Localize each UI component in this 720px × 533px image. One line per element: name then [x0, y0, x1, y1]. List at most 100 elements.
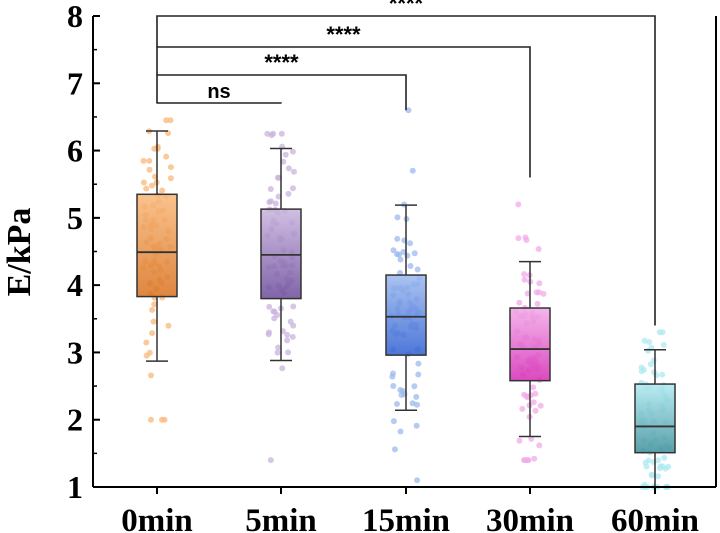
- data-point: [648, 471, 655, 478]
- data-point: [530, 399, 537, 406]
- significance-bracket: ****: [156, 0, 656, 326]
- data-point: [275, 193, 282, 200]
- data-point: [515, 235, 522, 242]
- data-point: [643, 463, 650, 470]
- data-point: [655, 473, 662, 480]
- data-point: [413, 422, 420, 429]
- data-point: [148, 182, 155, 189]
- data-point: [140, 179, 147, 186]
- data-point: [638, 364, 645, 371]
- data-point: [167, 117, 174, 124]
- box-30min: [509, 260, 551, 438]
- data-point: [271, 315, 278, 322]
- significance-bracket: ****: [156, 50, 407, 111]
- data-point: [289, 148, 296, 155]
- y-tick-label: 7: [67, 65, 83, 101]
- data-point: [532, 390, 539, 397]
- data-point: [516, 299, 523, 306]
- data-point: [536, 280, 543, 287]
- data-point: [524, 290, 531, 297]
- data-point: [267, 457, 274, 464]
- data-point: [279, 365, 286, 372]
- y-tick-label: 8: [67, 0, 83, 34]
- data-point: [285, 165, 292, 172]
- data-point: [146, 157, 153, 164]
- data-point: [278, 130, 285, 137]
- data-point: [148, 372, 155, 379]
- box-60min: [634, 348, 676, 488]
- x-tick-label: 30min: [486, 503, 574, 533]
- data-point: [161, 416, 168, 423]
- x-tick-label: 0min: [121, 503, 193, 533]
- data-point: [535, 245, 542, 252]
- y-tick-label: 4: [67, 267, 83, 303]
- data-point: [411, 383, 418, 390]
- data-point: [645, 457, 652, 464]
- box-iqr: [509, 307, 551, 382]
- data-point: [154, 143, 161, 150]
- significance-label: ****: [389, 0, 424, 16]
- data-point: [519, 405, 526, 412]
- y-tick-label: 5: [67, 200, 83, 236]
- data-point: [274, 349, 281, 356]
- bracket-line: [156, 15, 656, 326]
- data-point: [290, 303, 297, 310]
- data-point: [659, 371, 666, 378]
- axes-layer: 1 2 3 4 5 6 7 8 0min 5min 15min 30min 60min: [67, 0, 717, 533]
- data-point: [414, 401, 421, 408]
- data-point: [390, 418, 397, 425]
- data-point: [528, 435, 535, 442]
- data-point: [285, 190, 292, 197]
- data-point: [146, 166, 153, 173]
- data-point: [537, 402, 544, 409]
- box-iqr: [260, 208, 302, 300]
- data-point: [270, 308, 277, 315]
- data-point: [415, 371, 422, 378]
- data-point: [532, 407, 539, 414]
- data-point: [147, 416, 154, 423]
- bracket-line: [156, 46, 531, 178]
- data-point: [397, 428, 404, 435]
- data-point: [530, 384, 537, 391]
- data-point: [665, 463, 672, 470]
- y-tick-label: 1: [67, 469, 83, 505]
- y-tick-label: 2: [67, 402, 83, 438]
- data-point: [523, 393, 530, 400]
- data-point: [400, 248, 407, 255]
- data-point: [525, 457, 532, 464]
- x-tick-label: 60min: [611, 503, 699, 533]
- data-point: [146, 349, 153, 356]
- data-point: [150, 318, 157, 325]
- data-point: [660, 341, 667, 348]
- data-point: [264, 130, 271, 137]
- data-point: [414, 266, 421, 273]
- significance-bracket: ****: [156, 22, 531, 178]
- data-point: [407, 262, 414, 269]
- data-point: [282, 151, 289, 158]
- x-tick-label: 15min: [362, 503, 450, 533]
- data-point: [641, 337, 648, 344]
- box-0min: [136, 130, 178, 362]
- data-point: [413, 393, 420, 400]
- y-tick-label: 3: [67, 334, 83, 370]
- data-point: [275, 344, 282, 351]
- data-point: [163, 153, 170, 160]
- data-point: [287, 318, 294, 325]
- boxes-layer: [136, 130, 676, 488]
- data-point: [650, 357, 657, 364]
- data-point: [280, 158, 287, 165]
- data-point: [395, 251, 402, 258]
- data-point: [167, 175, 174, 182]
- data-point: [522, 234, 529, 241]
- box-iqr: [634, 383, 676, 454]
- box-5min: [260, 147, 302, 362]
- data-point: [536, 289, 543, 296]
- data-point: [521, 276, 528, 283]
- data-point: [661, 454, 668, 461]
- data-point: [536, 442, 543, 449]
- data-point: [515, 201, 522, 208]
- data-point: [411, 250, 418, 257]
- data-point: [267, 186, 274, 193]
- data-point: [390, 382, 397, 389]
- data-point: [159, 187, 166, 194]
